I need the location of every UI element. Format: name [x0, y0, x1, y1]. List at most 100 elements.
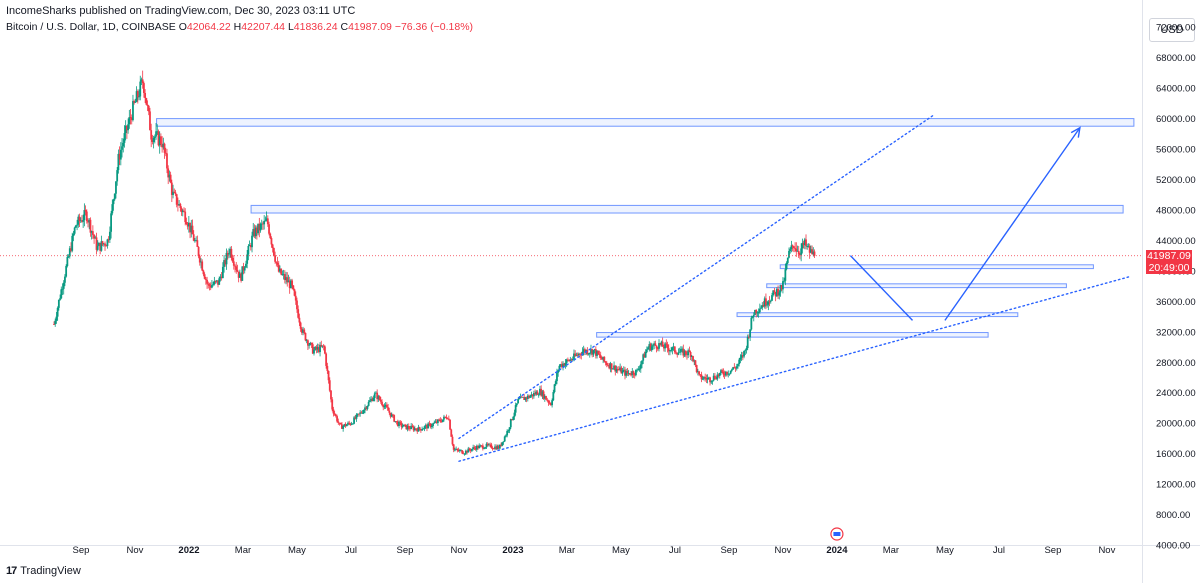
- candle-body: [66, 257, 69, 266]
- candle-body: [127, 124, 130, 131]
- candle-body: [151, 139, 154, 142]
- candle-body: [115, 181, 117, 194]
- candle-body: [624, 369, 626, 376]
- candle-body: [490, 444, 493, 449]
- candle-body: [659, 343, 662, 345]
- candle-body: [784, 269, 787, 281]
- candle-body: [275, 261, 278, 263]
- candle-body: [430, 425, 433, 428]
- candle-body: [619, 367, 622, 370]
- candle-body: [279, 268, 281, 272]
- candle-body: [379, 399, 382, 402]
- candle-body: [110, 213, 112, 232]
- candle-body: [772, 290, 775, 296]
- x-tick-label: Mar: [235, 545, 251, 556]
- candle-body: [513, 412, 516, 417]
- candle-body: [669, 350, 671, 352]
- candle-body: [539, 388, 541, 395]
- y-tick-label: 44000.00: [1156, 236, 1196, 247]
- candle-body: [172, 191, 174, 195]
- candle-body: [305, 340, 308, 342]
- wedge-trendline: [458, 276, 1130, 462]
- candle-body: [317, 347, 320, 353]
- sr-zone: [596, 332, 989, 338]
- candle-body: [229, 248, 232, 254]
- candle-body: [645, 349, 648, 352]
- candle-body: [390, 414, 393, 417]
- candle-body: [236, 269, 239, 272]
- candle-body: [722, 371, 725, 375]
- candle-body: [416, 429, 419, 432]
- candle-body: [467, 448, 470, 453]
- candle-body: [60, 289, 63, 299]
- candle-body: [765, 298, 767, 306]
- currency-button[interactable]: USD: [1149, 18, 1195, 42]
- candle-body: [618, 369, 620, 371]
- candle-body: [807, 246, 810, 247]
- candle-body: [59, 298, 61, 300]
- candle-body: [377, 396, 380, 400]
- candle-body: [376, 392, 379, 400]
- candle-body: [710, 381, 713, 383]
- candle-body: [423, 426, 426, 429]
- candle-body: [502, 441, 505, 443]
- candle-body: [797, 250, 800, 255]
- candle-body: [586, 350, 589, 355]
- candle-body: [569, 359, 572, 361]
- candle-body: [512, 416, 515, 420]
- candle-body: [560, 364, 563, 367]
- projection-arrow-line: [849, 255, 914, 321]
- candle-body: [575, 354, 578, 356]
- candle-body: [428, 423, 431, 425]
- candle-body: [746, 336, 749, 349]
- candle-body: [180, 208, 183, 213]
- candle-body: [337, 421, 340, 423]
- candle-body: [751, 316, 754, 318]
- x-tick-label: Jul: [345, 545, 357, 556]
- candle-body: [220, 276, 223, 279]
- candle-body: [433, 422, 436, 424]
- candle-body: [98, 243, 100, 246]
- candle-body: [435, 421, 438, 423]
- candle-body: [64, 276, 66, 283]
- candle-body: [228, 253, 230, 255]
- candle-body: [231, 257, 234, 262]
- candle-body: [692, 356, 694, 362]
- candle-body: [68, 248, 71, 257]
- candle-body: [276, 262, 279, 265]
- candle-body: [675, 352, 677, 354]
- symbol-title[interactable]: Bitcoin / U.S. Dollar, 1D, COINBASE: [6, 21, 176, 33]
- candle-body: [361, 412, 364, 414]
- x-tick-label: Mar: [559, 545, 575, 556]
- candle-body: [468, 448, 471, 451]
- candle-body: [478, 445, 481, 449]
- candle-body: [573, 353, 575, 359]
- candle-body: [582, 349, 585, 352]
- candle-body: [150, 130, 153, 140]
- candle-body: [727, 373, 730, 375]
- candle-body: [354, 417, 357, 419]
- candle-body: [461, 450, 464, 454]
- candle-body: [802, 242, 805, 246]
- footer-brand[interactable]: 17 TradingView: [6, 565, 81, 577]
- candle-body: [690, 356, 693, 357]
- candle-body: [71, 235, 74, 251]
- candle-body: [535, 391, 538, 395]
- candle-body: [135, 91, 138, 102]
- y-tick-label: 48000.00: [1156, 205, 1196, 216]
- candle-body: [455, 448, 458, 450]
- candle-body: [519, 396, 522, 399]
- x-tick-label: 2024: [826, 545, 848, 556]
- candle-body: [715, 378, 718, 380]
- candle-body: [568, 359, 571, 361]
- candle-body: [571, 358, 574, 360]
- candle-body: [590, 349, 592, 353]
- candle-body: [525, 397, 528, 399]
- candle-body: [139, 81, 142, 97]
- candle-body: [399, 421, 402, 423]
- candle-body: [373, 393, 376, 399]
- candle-body: [324, 346, 326, 354]
- candle-body: [245, 263, 247, 268]
- x-tick-label: Mar: [883, 545, 899, 556]
